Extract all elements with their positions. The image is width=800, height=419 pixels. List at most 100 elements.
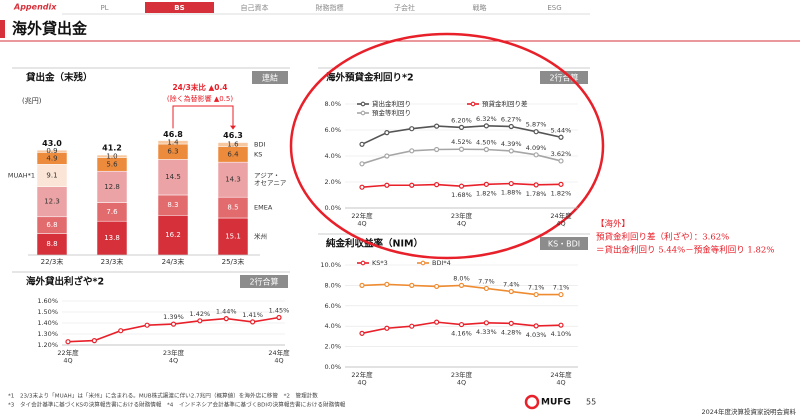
x-tick-label: 23年度 4Q (451, 211, 473, 227)
data-label: 4.16% (451, 330, 472, 338)
y-tick-label: 4.0% (324, 152, 341, 160)
point (458, 183, 465, 189)
total-label: 46.3 (223, 131, 243, 140)
legend-label: BDI (254, 141, 265, 149)
data-label: 6.20% (451, 116, 472, 124)
data-label: 1.45% (269, 307, 290, 315)
y-tick-label: 1.60% (37, 297, 58, 305)
data-label: 1.82% (551, 189, 572, 197)
legend-marker (360, 110, 366, 116)
point (533, 129, 539, 135)
bar-label: 8.5 (227, 204, 238, 212)
point (533, 291, 539, 298)
data-label: 4.39% (501, 140, 522, 148)
badge (240, 275, 288, 288)
data-label: 4.28% (501, 328, 522, 336)
x-tick-label: 24年度 4Q (268, 348, 290, 364)
note: *3 タイ会計基準に基づくKSの決算報告書における財務情報 *4 インドネシア会… (8, 401, 346, 409)
badge-text: 2行合算 (249, 277, 278, 287)
legend-label: 預貸金利回り差 (482, 99, 528, 108)
bar-label: 5.6 (106, 160, 118, 168)
bar-label: 6.4 (227, 150, 239, 158)
unit: (兆円) (22, 96, 42, 105)
bar-label: 1.4 (167, 138, 179, 146)
point (434, 182, 440, 188)
y-tick-label: 2.0% (324, 343, 341, 351)
point (359, 161, 365, 167)
bar-segment (36, 149, 68, 153)
bar-segment (157, 215, 189, 256)
point (458, 146, 465, 152)
point (384, 153, 390, 159)
point (533, 182, 539, 188)
data-label: 7.7% (478, 277, 495, 285)
point (508, 320, 514, 326)
data-label: 7.1% (553, 284, 570, 292)
bar-label: 0.9 (46, 147, 57, 155)
y-tick-label: 10.0% (320, 261, 341, 269)
y-tick-label: 1.40% (37, 319, 58, 327)
x-tick-label: 22年度 4Q (351, 370, 373, 386)
bar-label: 14.5 (165, 173, 181, 181)
point (508, 288, 514, 295)
source: 2024年度決算投資家説明会資料 (701, 407, 796, 416)
data-label: 4.33% (476, 328, 497, 336)
point (276, 314, 282, 321)
title-bar (0, 20, 5, 38)
panel-title: 海外貸出利ざや*2 (26, 276, 104, 288)
point (91, 338, 97, 344)
bar-label: 9.1 (46, 171, 57, 179)
point (508, 148, 514, 154)
x-tick-label: 24年度 4Q (550, 211, 572, 227)
point (558, 134, 564, 140)
x-tick-label: 22/3末 (41, 257, 64, 266)
point (483, 146, 489, 153)
legend-label: 預金等利回り (372, 108, 411, 117)
x-tick-label: 23年度 4Q (451, 370, 473, 386)
x-tick-label: 24/3末 (162, 257, 185, 266)
page-number: 55 (586, 398, 596, 407)
bar-label: 8.3 (167, 201, 178, 209)
nav-tab: 戦略 (473, 3, 487, 12)
bar-label: 1.0 (106, 152, 117, 160)
point (483, 320, 489, 326)
y-tick-label: 8.0% (324, 100, 341, 108)
x-tick-label: 23/3末 (101, 257, 124, 266)
point (359, 184, 365, 190)
data-label: 4.03% (526, 331, 547, 339)
nav-tab: BS (174, 4, 184, 12)
point (250, 319, 256, 325)
point (197, 318, 203, 324)
legend-label: 貸出金利回り (372, 99, 411, 108)
change-arrow (230, 125, 236, 130)
data-label: 4.52% (451, 138, 472, 146)
point (508, 180, 514, 187)
callout-line: ＝貸出金利回り 5.44%－預金等利回り 1.82% (596, 245, 774, 256)
badge-text: 2行合算 (549, 73, 578, 83)
point (359, 282, 365, 288)
data-label: 5.87% (526, 121, 547, 129)
data-label: 4.50% (476, 139, 497, 147)
point (483, 285, 489, 292)
panel-title: 貸出金（末残） (25, 72, 93, 84)
legend-label: 米州 (254, 232, 267, 241)
bar-label: 16.2 (165, 231, 181, 239)
annotation: (除く為替影響 ▲0.5) (167, 94, 233, 103)
bar-label: 7.6 (106, 208, 118, 216)
point (409, 148, 415, 154)
y-tick-label: 1.20% (37, 341, 58, 349)
legend-label: KS (254, 150, 262, 158)
data-label: 4.09% (526, 144, 547, 152)
badge-text: 連結 (262, 73, 278, 83)
callout-line: 預貸金利回り差（利ざや）：3.62% (596, 232, 729, 243)
series-line (67, 316, 280, 343)
point (118, 328, 124, 334)
point (384, 281, 390, 287)
data-label: 6.27% (501, 115, 522, 123)
point (508, 123, 514, 130)
point (409, 282, 415, 288)
data-label: 1.39% (163, 313, 184, 321)
data-label: 1.88% (501, 189, 522, 197)
x-tick-label: 22年度 4Q (351, 211, 373, 227)
point (65, 339, 71, 345)
